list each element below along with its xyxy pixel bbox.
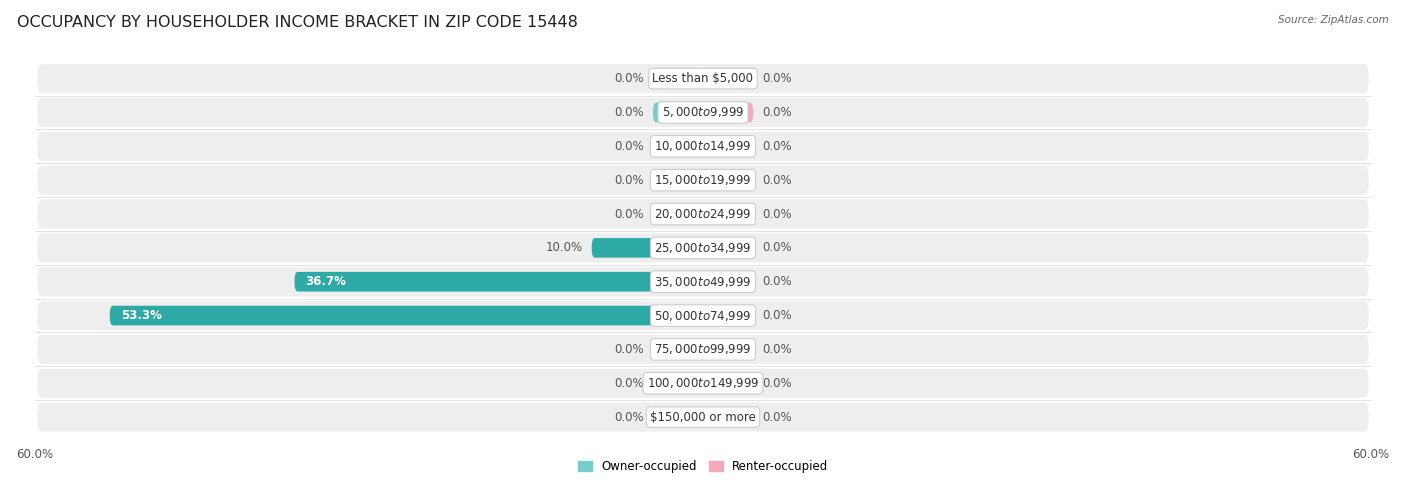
FancyBboxPatch shape [703, 407, 754, 427]
FancyBboxPatch shape [703, 373, 754, 393]
Text: $10,000 to $14,999: $10,000 to $14,999 [654, 139, 752, 153]
FancyBboxPatch shape [652, 373, 703, 393]
Text: 0.0%: 0.0% [614, 72, 644, 85]
Text: 0.0%: 0.0% [762, 377, 792, 390]
Text: $5,000 to $9,999: $5,000 to $9,999 [662, 105, 744, 120]
FancyBboxPatch shape [703, 340, 754, 359]
Text: 0.0%: 0.0% [762, 174, 792, 187]
Text: $25,000 to $34,999: $25,000 to $34,999 [654, 241, 752, 255]
FancyBboxPatch shape [703, 272, 754, 292]
Text: $150,000 or more: $150,000 or more [650, 411, 756, 424]
Text: 0.0%: 0.0% [614, 140, 644, 153]
FancyBboxPatch shape [38, 199, 1368, 228]
Text: 0.0%: 0.0% [762, 208, 792, 221]
FancyBboxPatch shape [652, 137, 703, 156]
FancyBboxPatch shape [38, 166, 1368, 195]
Text: 0.0%: 0.0% [762, 72, 792, 85]
Text: 0.0%: 0.0% [614, 377, 644, 390]
Legend: Owner-occupied, Renter-occupied: Owner-occupied, Renter-occupied [578, 460, 828, 473]
Text: 0.0%: 0.0% [614, 343, 644, 356]
Text: 0.0%: 0.0% [614, 208, 644, 221]
Text: $20,000 to $24,999: $20,000 to $24,999 [654, 207, 752, 221]
Text: $35,000 to $49,999: $35,000 to $49,999 [654, 275, 752, 289]
FancyBboxPatch shape [38, 335, 1368, 364]
Text: $100,000 to $149,999: $100,000 to $149,999 [647, 376, 759, 390]
FancyBboxPatch shape [703, 171, 754, 190]
Text: 0.0%: 0.0% [762, 140, 792, 153]
Text: 0.0%: 0.0% [762, 309, 792, 322]
Text: $50,000 to $74,999: $50,000 to $74,999 [654, 309, 752, 323]
Text: 53.3%: 53.3% [121, 309, 162, 322]
FancyBboxPatch shape [38, 233, 1368, 262]
Text: $75,000 to $99,999: $75,000 to $99,999 [654, 343, 752, 356]
Text: 0.0%: 0.0% [762, 106, 792, 119]
FancyBboxPatch shape [703, 306, 754, 325]
Text: $15,000 to $19,999: $15,000 to $19,999 [654, 173, 752, 187]
FancyBboxPatch shape [294, 272, 703, 292]
Text: 0.0%: 0.0% [762, 275, 792, 288]
Text: 36.7%: 36.7% [305, 275, 346, 288]
FancyBboxPatch shape [38, 64, 1368, 93]
Text: 0.0%: 0.0% [762, 343, 792, 356]
Text: OCCUPANCY BY HOUSEHOLDER INCOME BRACKET IN ZIP CODE 15448: OCCUPANCY BY HOUSEHOLDER INCOME BRACKET … [17, 15, 578, 30]
FancyBboxPatch shape [38, 301, 1368, 330]
FancyBboxPatch shape [592, 238, 703, 258]
FancyBboxPatch shape [652, 69, 703, 88]
FancyBboxPatch shape [38, 402, 1368, 432]
FancyBboxPatch shape [703, 204, 754, 224]
Text: 0.0%: 0.0% [614, 106, 644, 119]
FancyBboxPatch shape [38, 98, 1368, 127]
Text: 0.0%: 0.0% [614, 411, 644, 424]
Text: Source: ZipAtlas.com: Source: ZipAtlas.com [1278, 15, 1389, 25]
FancyBboxPatch shape [703, 137, 754, 156]
FancyBboxPatch shape [38, 132, 1368, 161]
Text: Less than $5,000: Less than $5,000 [652, 72, 754, 85]
FancyBboxPatch shape [38, 369, 1368, 398]
FancyBboxPatch shape [110, 306, 703, 325]
Text: 10.0%: 10.0% [546, 242, 582, 254]
Text: 0.0%: 0.0% [762, 411, 792, 424]
Text: 0.0%: 0.0% [762, 242, 792, 254]
FancyBboxPatch shape [652, 340, 703, 359]
FancyBboxPatch shape [652, 204, 703, 224]
FancyBboxPatch shape [703, 238, 754, 258]
FancyBboxPatch shape [38, 267, 1368, 296]
FancyBboxPatch shape [703, 103, 754, 122]
FancyBboxPatch shape [652, 103, 703, 122]
FancyBboxPatch shape [703, 69, 754, 88]
FancyBboxPatch shape [652, 407, 703, 427]
Text: 0.0%: 0.0% [614, 174, 644, 187]
FancyBboxPatch shape [652, 171, 703, 190]
